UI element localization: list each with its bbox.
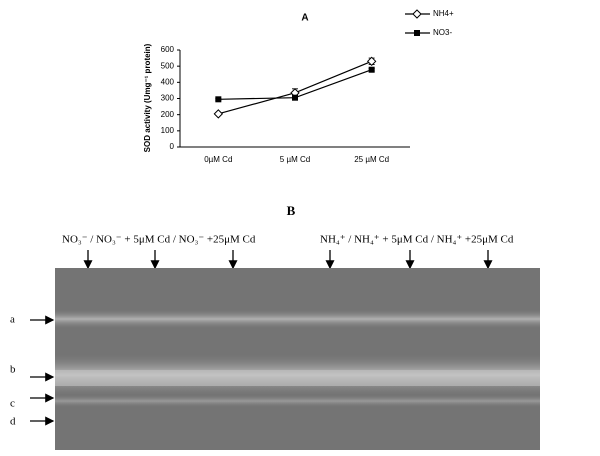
y-tick-label: 200 [161,110,175,119]
y-tick-label: 100 [161,126,175,135]
series-line [218,60,372,115]
chart-title: A [301,13,308,24]
legend-label: NO3- [433,28,452,37]
band-label: b [10,364,16,376]
gel-image [55,268,540,450]
data-point [368,66,375,73]
y-tick-label: 0 [170,142,175,151]
legend-label: NH4+ [433,9,454,18]
y-axis-label: SOD activity (Umg⁻¹ protein) [143,43,152,152]
band-label: d [10,416,16,428]
x-tick-label: 0µM Cd [204,155,232,164]
data-point [366,56,377,67]
x-tick-label: 25 µM Cd [354,155,389,164]
x-tick-label: 5 µM Cd [280,155,310,164]
data-point [215,96,222,103]
lane-arrows [83,250,493,270]
y-tick-label: 600 [161,45,175,54]
y-tick-label: 500 [161,61,175,70]
y-tick-label: 400 [161,77,175,86]
band-arrows [30,315,55,426]
legend-marker [414,30,420,36]
lane-label: NH₄⁺ / NH₄⁺ + 5μM Cd / NH₄⁺ +25μM Cd [320,234,514,246]
band-label: c [10,398,15,410]
band-label: a [10,314,15,326]
panel-title: B [287,203,296,218]
legend-marker [412,9,422,19]
y-tick-label: 300 [161,94,175,103]
lane-label: NO₃⁻ / NO₃⁻ + 5μM Cd / NO₃⁻ +25μM Cd [62,234,256,246]
data-point [213,109,224,119]
data-point [292,94,298,101]
